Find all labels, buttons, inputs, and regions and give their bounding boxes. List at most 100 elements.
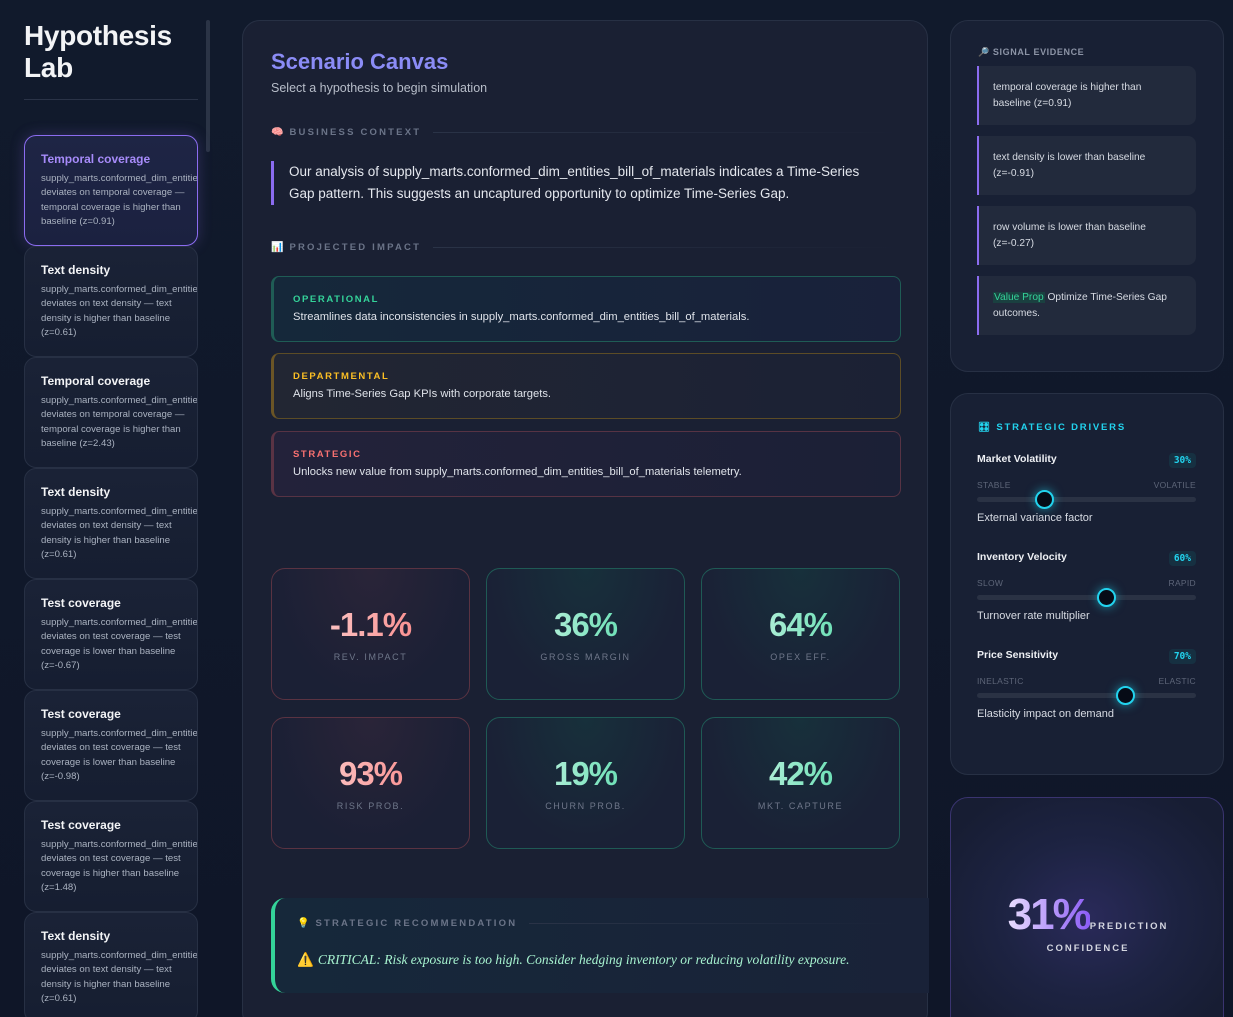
control-knobs-icon: 🎛	[978, 422, 992, 433]
evidence-header: 🔎 SIGNAL EVIDENCE	[978, 47, 1085, 57]
hypothesis-sidebar: Hypothesis Lab Temporal coverage supply_…	[0, 0, 222, 1017]
kpi-label: CHURN PROB.	[545, 801, 626, 811]
section-divider	[529, 923, 897, 924]
hypothesis-card[interactable]: Test coverage supply_marts.conformed_dim…	[24, 690, 198, 801]
section-divider	[433, 132, 901, 133]
slider-thumb[interactable]	[1116, 686, 1136, 705]
hypothesis-title: Test coverage	[41, 596, 121, 610]
lightbulb-icon: 💡	[297, 918, 310, 929]
driver-slider[interactable]	[977, 490, 1196, 509]
kpi-label: GROSS MARGIN	[540, 652, 631, 662]
sidebar-scrollbar[interactable]	[206, 20, 210, 152]
hypothesis-description: supply_marts.conformed_dim_entities_bill…	[41, 950, 198, 1005]
hypothesis-description: supply_marts.conformed_dim_entities_bill…	[41, 395, 198, 450]
canvas-title: Scenario Canvas	[271, 49, 449, 74]
driver-price-sensitivity: Price Sensitivity 70% INELASTIC ELASTIC E…	[977, 649, 1196, 720]
section-label: STRATEGIC RECOMMENDATION	[315, 918, 518, 929]
hypothesis-description: supply_marts.conformed_dim_entities_bill…	[41, 173, 198, 228]
driver-description: Elasticity impact on demand	[977, 708, 1114, 720]
driver-value-badge: 70%	[1168, 649, 1196, 664]
slider-thumb[interactable]	[1035, 490, 1055, 509]
evidence-item: temporal coverage is higher than baselin…	[977, 66, 1196, 125]
confidence-value: 31%	[1007, 890, 1092, 939]
driver-inventory-velocity: Inventory Velocity 60% SLOW RAPID Turnove…	[977, 551, 1196, 622]
driver-high-label: ELASTIC	[1158, 676, 1196, 686]
driver-market-volatility: Market Volatility 30% STABLE VOLATILE Ext…	[977, 453, 1196, 524]
driver-slider[interactable]	[977, 686, 1196, 705]
impact-label: OPERATIONAL	[293, 294, 380, 305]
evidence-item: Value Prop Optimize Time-Series Gap outc…	[977, 276, 1196, 335]
driver-slider[interactable]	[977, 588, 1196, 607]
strategic-drivers-panel: 🎛 STRATEGIC DRIVERS Market Volatility 30…	[950, 393, 1224, 775]
impact-operational: OPERATIONAL Streamlines data inconsisten…	[271, 276, 901, 342]
signal-evidence-panel: 🔎 SIGNAL EVIDENCE temporal coverage is h…	[950, 20, 1224, 372]
kpi-label: OPEX EFF.	[770, 652, 831, 662]
kpi-gross-margin: 36% GROSS MARGIN	[486, 568, 685, 700]
kpi-churn-prob: 19% CHURN PROB.	[486, 717, 685, 849]
kpi-value: 19%	[487, 755, 684, 793]
hypothesis-card[interactable]: Test coverage supply_marts.conformed_dim…	[24, 801, 198, 912]
driver-high-label: VOLATILE	[1153, 480, 1196, 490]
hypothesis-card[interactable]: Text density supply_marts.conformed_dim_…	[24, 468, 198, 579]
kpi-rev-impact: -1.1% REV. IMPACT	[271, 568, 470, 700]
driver-value-badge: 30%	[1168, 453, 1196, 468]
confidence-label: CONFIDENCE	[1046, 943, 1130, 954]
hypothesis-description: supply_marts.conformed_dim_entities_bill…	[41, 839, 198, 894]
kpi-value: -1.1%	[272, 606, 469, 644]
driver-low-label: STABLE	[977, 480, 1011, 490]
impact-text: Streamlines data inconsistencies in supp…	[293, 311, 750, 323]
driver-low-label: SLOW	[977, 578, 1004, 588]
hypothesis-card[interactable]: Temporal coverage supply_marts.conformed…	[24, 357, 198, 468]
hypothesis-description: supply_marts.conformed_dim_entities_bill…	[41, 617, 198, 672]
recommendation-header: 💡 STRATEGIC RECOMMENDATION	[297, 918, 897, 929]
prediction-confidence-panel: 31%PREDICTION CONFIDENCE	[950, 797, 1224, 1017]
section-label: PROJECTED IMPACT	[289, 242, 422, 253]
driver-description: Turnover rate multiplier	[977, 610, 1090, 622]
hypothesis-description: supply_marts.conformed_dim_entities_bill…	[41, 728, 198, 783]
recommendation-text: ⚠️ CRITICAL: Risk exposure is too high. C…	[297, 952, 850, 967]
business-context-header: 🧠 BUSINESS CONTEXT	[271, 127, 901, 138]
hypothesis-title: Text density	[41, 929, 111, 943]
kpi-label: RISK PROB.	[336, 801, 405, 811]
canvas-subtitle: Select a hypothesis to begin simulation	[271, 81, 488, 95]
hypothesis-description: supply_marts.conformed_dim_entities_bill…	[41, 506, 198, 561]
hypothesis-card[interactable]: Text density supply_marts.conformed_dim_…	[24, 246, 198, 357]
drivers-header: 🎛 STRATEGIC DRIVERS	[978, 422, 1126, 433]
hypothesis-card[interactable]: Temporal coverage supply_marts.conformed…	[24, 135, 198, 246]
kpi-risk-prob: 93% RISK PROB.	[271, 717, 470, 849]
hypothesis-description: supply_marts.conformed_dim_entities_bill…	[41, 284, 198, 339]
strategic-recommendation: 💡 STRATEGIC RECOMMENDATION ⚠️ CRITICAL: R…	[271, 898, 929, 993]
hypothesis-title: Temporal coverage	[41, 374, 151, 388]
sidebar-divider	[24, 99, 198, 100]
magnifier-icon: 🔎	[978, 47, 990, 57]
impact-departmental: DEPARTMENTAL Aligns Time-Series Gap KPIs…	[271, 353, 901, 419]
scenario-canvas: Scenario Canvas Select a hypothesis to b…	[242, 20, 929, 1017]
hypothesis-card[interactable]: Text density supply_marts.conformed_dim_…	[24, 912, 198, 1017]
slider-thumb[interactable]	[1096, 588, 1116, 607]
kpi-label: MKT. CAPTURE	[757, 801, 844, 811]
hypothesis-title: Text density	[41, 485, 111, 499]
driver-high-label: RAPID	[1168, 578, 1196, 588]
hypothesis-card[interactable]: Test coverage supply_marts.conformed_dim…	[24, 579, 198, 690]
bar-chart-icon: 📊	[271, 242, 284, 253]
confidence-label: PREDICTION	[1089, 921, 1169, 932]
kpi-value: 42%	[702, 755, 899, 793]
business-context-text: Our analysis of supply_marts.conformed_d…	[271, 161, 871, 205]
kpi-value: 36%	[487, 606, 684, 644]
driver-name: Inventory Velocity	[977, 551, 1067, 563]
evidence-item: row volume is lower than baseline (z=-0.…	[977, 206, 1196, 265]
hypothesis-title: Text density	[41, 263, 111, 277]
hypothesis-title: Temporal coverage	[41, 152, 151, 166]
impact-text: Aligns Time-Series Gap KPIs with corpora…	[293, 388, 552, 400]
driver-value-badge: 60%	[1168, 551, 1196, 566]
driver-low-label: INELASTIC	[977, 676, 1024, 686]
projected-impact-header: 📊 PROJECTED IMPACT	[271, 242, 901, 253]
kpi-grid: -1.1% REV. IMPACT 36% GROSS MARGIN 64% O…	[271, 568, 902, 849]
driver-name: Market Volatility	[977, 453, 1057, 465]
value-prop-tag: Value Prop	[993, 292, 1045, 303]
hypothesis-title: Test coverage	[41, 707, 121, 721]
impact-label: STRATEGIC	[293, 449, 362, 460]
hypothesis-title: Test coverage	[41, 818, 121, 832]
driver-name: Price Sensitivity	[977, 649, 1059, 661]
kpi-opex-eff: 64% OPEX EFF.	[701, 568, 900, 700]
